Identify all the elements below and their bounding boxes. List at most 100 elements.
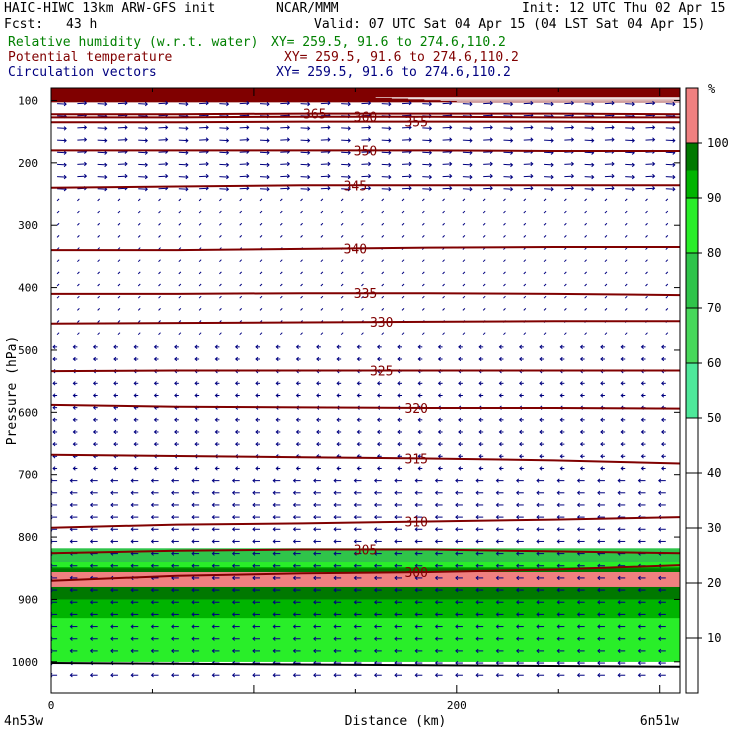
circulation-vector xyxy=(564,102,574,105)
circulation-vector xyxy=(158,210,161,214)
theta-contour-335 xyxy=(51,292,680,297)
circulation-vector xyxy=(544,139,554,142)
circulation-vector-head xyxy=(408,173,412,179)
circulation-vector xyxy=(280,187,290,190)
circulation-vector xyxy=(341,127,351,129)
circulation-vector-head xyxy=(414,575,418,581)
circulation-vector-head xyxy=(489,137,493,142)
circulation-vector-head xyxy=(275,393,279,398)
circulation-vector-head xyxy=(171,673,175,678)
circulation-vector xyxy=(239,139,249,141)
circulation-vector-head xyxy=(489,100,493,106)
circulation-vector-head xyxy=(252,575,256,581)
circulation-vector xyxy=(341,103,351,105)
circulation-vector-head xyxy=(556,478,560,483)
circulation-vector-head xyxy=(333,514,337,520)
circulation-vector-head xyxy=(63,138,67,143)
theta-contour-310 xyxy=(51,516,680,529)
circulation-vector xyxy=(604,139,614,141)
circulation-vector xyxy=(117,295,121,299)
circulation-vector xyxy=(462,307,466,311)
circulation-vector xyxy=(97,271,101,275)
circulation-vector xyxy=(563,283,567,287)
circulation-vector xyxy=(158,198,161,202)
colorbar-tick-label: 100 xyxy=(707,136,729,150)
circulation-vector-head xyxy=(658,502,662,508)
circulation-vector xyxy=(239,126,249,129)
circulation-vector-head xyxy=(205,137,209,142)
circulation-vector xyxy=(77,295,80,299)
circulation-vector-head xyxy=(266,101,270,107)
circulation-vector-head xyxy=(133,466,137,471)
circulation-vector-head xyxy=(234,441,239,447)
circulation-vector-head xyxy=(292,502,296,508)
circulation-vector xyxy=(320,139,330,141)
circulation-vector-head xyxy=(556,660,560,666)
circulation-vector xyxy=(158,332,161,336)
circulation-vector-head xyxy=(153,429,157,435)
circulation-vector xyxy=(361,175,371,178)
circulation-vector xyxy=(442,175,452,178)
circulation-vector xyxy=(422,127,432,129)
circulation-vector xyxy=(57,115,67,117)
circulation-vector-head xyxy=(231,502,236,508)
circulation-vector xyxy=(117,126,127,129)
circulation-vector xyxy=(381,103,391,105)
circulation-vector xyxy=(442,126,452,129)
circulation-vector-head xyxy=(266,138,270,143)
circulation-vector-head xyxy=(234,381,239,386)
circulation-vector xyxy=(77,332,80,336)
circulation-vector-head xyxy=(133,381,137,386)
circulation-vector-head xyxy=(637,502,641,508)
circulation-vector-head xyxy=(579,417,583,422)
circulation-vector xyxy=(259,103,270,105)
circulation-vector xyxy=(543,332,547,336)
circulation-vector-head xyxy=(397,393,401,398)
circulation-vector-head xyxy=(631,162,635,168)
circulation-vector-head xyxy=(194,393,198,398)
circulation-vector-head xyxy=(539,441,543,447)
circulation-vector-head xyxy=(576,478,580,483)
circulation-vector-head xyxy=(388,138,392,143)
circulation-vector-head xyxy=(205,173,209,179)
circulation-vector-head xyxy=(69,600,73,605)
circulation-vector xyxy=(97,259,101,263)
circulation-vector xyxy=(259,210,263,214)
circulation-vector-head xyxy=(353,673,357,678)
circulation-vector-head xyxy=(530,173,534,179)
circulation-vector xyxy=(584,151,594,154)
circulation-vector xyxy=(97,283,101,287)
circulation-vector xyxy=(625,163,635,166)
circulation-vector-head xyxy=(652,100,656,106)
circulation-vector-head xyxy=(571,161,575,167)
colorbar-tick-label: 80 xyxy=(707,246,721,260)
circulation-vector-head xyxy=(510,162,514,168)
circulation-vector xyxy=(381,332,385,336)
circulation-vector-head xyxy=(539,466,543,471)
circulation-vector xyxy=(604,114,614,117)
circulation-vector-head xyxy=(394,575,398,581)
circulation-vector xyxy=(117,151,127,153)
circulation-vector-head xyxy=(519,356,523,362)
circulation-vector-head xyxy=(69,612,73,617)
circulation-vector xyxy=(117,163,127,165)
terrain-line xyxy=(51,662,680,668)
circulation-vector xyxy=(239,114,249,117)
circulation-vector xyxy=(300,188,310,190)
circulation-vector-head xyxy=(516,539,520,544)
circulation-vector xyxy=(320,295,324,299)
circulation-vector-head xyxy=(110,648,114,654)
circulation-vector-head xyxy=(194,429,198,435)
circulation-vector-head xyxy=(231,600,236,605)
circulation-vector xyxy=(401,210,405,214)
circulation-vector xyxy=(320,163,330,165)
circulation-vector-head xyxy=(631,126,635,131)
circulation-vector-head xyxy=(292,624,296,629)
circulation-vector xyxy=(625,176,635,178)
circulation-vector xyxy=(483,126,493,129)
circulation-vector xyxy=(138,139,148,142)
circulation-vector xyxy=(604,187,614,190)
circulation-vector xyxy=(57,103,67,105)
circulation-vector-head xyxy=(307,126,311,131)
circulation-vector-head xyxy=(356,393,360,398)
